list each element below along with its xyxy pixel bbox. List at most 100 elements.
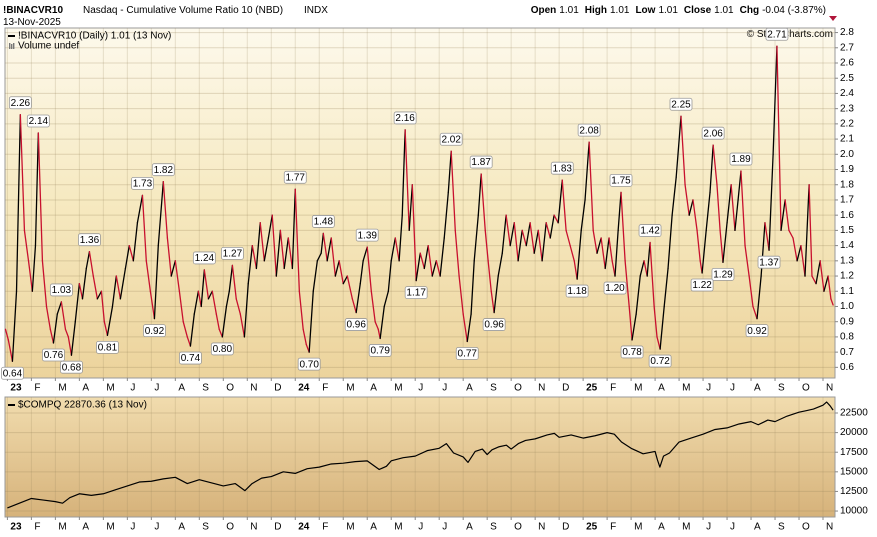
line-segment bbox=[211, 290, 217, 315]
value-label-box bbox=[729, 152, 753, 166]
value-label-box bbox=[482, 318, 506, 331]
line-segment bbox=[709, 144, 714, 193]
line-segment bbox=[712, 144, 718, 186]
x-tick-label: N bbox=[250, 522, 257, 533]
value-label-box bbox=[765, 27, 789, 41]
line-segment bbox=[178, 290, 184, 323]
x-tick-label: J bbox=[418, 383, 423, 394]
line-segment bbox=[608, 237, 613, 262]
line-segment bbox=[374, 321, 379, 330]
legend-label: $COMPQ 22870.36 (13 Nov) bbox=[18, 400, 147, 411]
y-tick-label: 2.6 bbox=[840, 58, 854, 69]
value-label-box bbox=[404, 286, 428, 300]
value-label: 1.27 bbox=[221, 246, 244, 260]
value-label: 1.24 bbox=[192, 251, 216, 265]
line-segment bbox=[247, 244, 253, 285]
line-segment bbox=[569, 244, 575, 262]
y-tick-label: 1.2 bbox=[840, 271, 854, 282]
value-label-box bbox=[151, 163, 175, 177]
x-tick-label: F bbox=[322, 522, 328, 533]
legend-icon bbox=[13, 43, 15, 49]
legend-note: Volume undef bbox=[18, 41, 79, 52]
line-segment bbox=[600, 237, 606, 270]
line-segment bbox=[193, 290, 199, 315]
value-label-text: 2.08 bbox=[579, 125, 599, 136]
x-tick-label: J bbox=[442, 522, 447, 533]
value-label: 0.70 bbox=[297, 357, 321, 371]
value-label-text: 1.29 bbox=[713, 269, 733, 280]
line-segment bbox=[620, 191, 626, 262]
line-segment bbox=[525, 222, 531, 247]
value-label-text: 0.64 bbox=[3, 368, 23, 379]
quote-value: 1.01 bbox=[658, 5, 678, 16]
value-label: 0.92 bbox=[745, 324, 769, 338]
line-segment bbox=[239, 313, 246, 338]
line-segment bbox=[411, 184, 417, 282]
value-label-text: 0.68 bbox=[62, 362, 82, 373]
line-segment bbox=[439, 237, 445, 277]
value-label: 1.48 bbox=[311, 215, 335, 228]
value-label-box bbox=[311, 215, 335, 228]
line-segment bbox=[27, 260, 33, 292]
quote-label: High bbox=[585, 5, 607, 16]
value-label-box bbox=[565, 284, 589, 298]
x-tick-label: D bbox=[562, 522, 569, 533]
line-segment bbox=[529, 222, 535, 254]
value-label-box bbox=[690, 278, 714, 292]
legend-label: !BINACVR10 (Daily) 1.01 (13 Nov) bbox=[18, 31, 171, 42]
line-segment bbox=[537, 229, 543, 262]
line-segment bbox=[505, 214, 511, 247]
line-segment bbox=[671, 176, 677, 216]
value-label: 0.72 bbox=[648, 354, 672, 368]
value-label-text: 1.75 bbox=[611, 175, 631, 186]
line-segment bbox=[157, 181, 164, 247]
value-label-box bbox=[49, 283, 73, 297]
value-label: 0.64 bbox=[1, 366, 24, 380]
line-segment bbox=[115, 275, 122, 300]
line-segment bbox=[561, 179, 567, 232]
value-label-text: 2.06 bbox=[703, 128, 723, 139]
x-tick-label: A bbox=[178, 522, 185, 533]
x-tick-label: A bbox=[466, 522, 473, 533]
x-tick-label: A bbox=[754, 522, 761, 533]
value-label-box bbox=[210, 342, 234, 356]
line-segment bbox=[557, 179, 563, 224]
value-label: 2.02 bbox=[439, 132, 463, 146]
y-tick-label: 2.7 bbox=[840, 42, 854, 53]
value-label-text: 1.27 bbox=[223, 249, 243, 260]
line-segment bbox=[338, 260, 344, 285]
value-label-box bbox=[393, 111, 417, 125]
value-label: 2.26 bbox=[8, 96, 32, 110]
line-segment bbox=[533, 229, 539, 254]
line-segment bbox=[823, 275, 829, 292]
line-segment bbox=[362, 246, 368, 262]
value-label-text: 0.76 bbox=[44, 350, 64, 361]
line-segment bbox=[804, 184, 810, 277]
line-segment bbox=[716, 184, 721, 232]
x-tick-label: 25 bbox=[586, 522, 598, 533]
quote-label: Chg bbox=[740, 5, 759, 16]
x-tick-label: M bbox=[346, 383, 354, 394]
quote-value: 1.01 bbox=[714, 5, 734, 16]
chart-date: 13-Nov-2025 bbox=[3, 17, 61, 28]
line-segment bbox=[811, 275, 817, 285]
line-segment bbox=[225, 290, 230, 308]
y-tick-label: 10000 bbox=[840, 506, 868, 517]
line-segment bbox=[549, 214, 555, 239]
line-segment bbox=[576, 229, 582, 280]
line-segment bbox=[827, 275, 832, 300]
y-tick-label: 22500 bbox=[840, 408, 868, 419]
y-tick-label: 17500 bbox=[840, 447, 868, 458]
line-segment bbox=[450, 150, 456, 232]
value-label-text: 1.20 bbox=[605, 283, 625, 294]
value-label-box bbox=[638, 224, 662, 237]
line-segment bbox=[78, 283, 84, 300]
line-segment bbox=[149, 290, 156, 320]
line-segment bbox=[692, 199, 698, 232]
x-tick-label: M bbox=[394, 383, 402, 394]
value-label: 0.78 bbox=[620, 345, 644, 359]
value-label: 1.22 bbox=[690, 278, 714, 292]
x-tick-label: O bbox=[226, 522, 234, 533]
x-tick-label: M bbox=[106, 522, 114, 533]
line-segment bbox=[784, 199, 790, 232]
